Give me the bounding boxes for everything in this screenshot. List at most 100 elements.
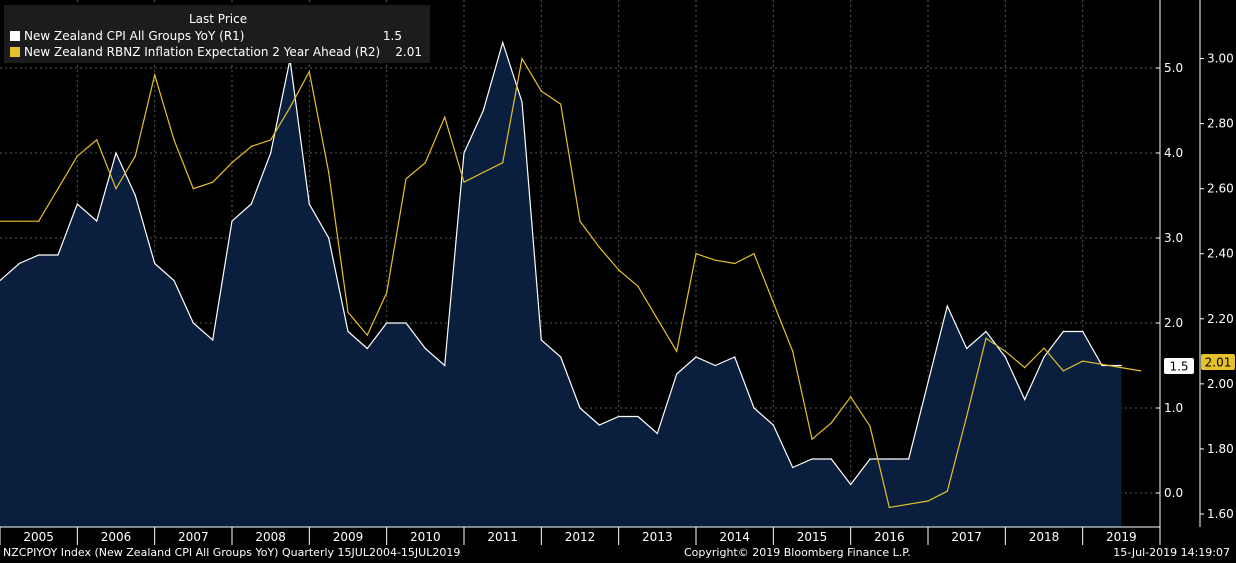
expectation-point — [695, 253, 697, 255]
cpi-point — [115, 152, 117, 154]
cpi-point — [830, 458, 832, 460]
expectation-point — [424, 162, 426, 164]
cpi-point — [231, 220, 233, 222]
r1-tick-label: 5.0 — [1164, 61, 1183, 75]
cpi-series — [0, 40, 1122, 527]
legend-title: Last Price — [189, 12, 248, 26]
x-tick-label: 2011 — [487, 530, 518, 544]
expectation-point — [76, 155, 78, 157]
cpi-point — [96, 220, 98, 222]
expectation-point — [676, 350, 678, 352]
expectation-point — [270, 139, 272, 141]
r1-tick-label: 2.0 — [1164, 316, 1183, 330]
x-tick-label: 2005 — [23, 530, 54, 544]
footer-copyright: Copyright© 2019 Bloomberg Finance L.P. — [684, 546, 911, 559]
expectation-point — [289, 106, 291, 108]
expectation-point — [540, 90, 542, 92]
cpi-point — [927, 381, 929, 384]
expectation-point — [985, 337, 987, 339]
r1-tick-label: 0.0 — [1164, 486, 1183, 500]
r2-tick-label: 2.60 — [1207, 182, 1234, 196]
x-tick-label: 2019 — [1106, 530, 1137, 544]
cpi-point — [676, 373, 678, 375]
cpi-point — [386, 322, 388, 324]
cpi-point — [0, 279, 1, 282]
expectation-point — [772, 301, 774, 304]
cpi-point — [908, 458, 910, 460]
x-tick-label: 2012 — [565, 530, 596, 544]
x-tick-label: 2013 — [642, 530, 673, 544]
x-tick-label: 2018 — [1029, 530, 1060, 544]
expectation-point — [154, 74, 156, 76]
expectation-point — [618, 269, 620, 271]
cpi-point — [656, 432, 658, 435]
r2-tick-label: 2.80 — [1207, 117, 1234, 131]
cpi-point — [405, 322, 407, 324]
expectation-point — [463, 181, 465, 183]
cpi-point — [250, 203, 252, 205]
r1-tick-label: 1.0 — [1164, 401, 1183, 415]
legend-label-cpi: New Zealand CPI All Groups YoY (R1) — [24, 29, 245, 43]
expectation-point — [1043, 347, 1045, 349]
cpi-point — [772, 424, 774, 426]
x-tick-label: 2014 — [719, 530, 750, 544]
cpi-point — [888, 458, 890, 460]
expectation-point — [1004, 350, 1006, 352]
legend-item-expectation: New Zealand RBNZ Inflation Expectation 2… — [10, 45, 380, 59]
r2-tick-label: 2.40 — [1207, 247, 1234, 261]
r1-axis: 0.0 1.0 2.0 3.0 4.0 5.0 — [1156, 0, 1183, 527]
expectation-point — [1120, 367, 1122, 369]
cpi-point — [714, 364, 716, 367]
expectation-point — [482, 171, 484, 173]
cpi-point — [134, 194, 136, 197]
expectation-point — [637, 285, 639, 287]
cpi-point — [18, 262, 20, 265]
expectation-point — [38, 220, 40, 222]
cpi-point — [850, 483, 852, 486]
cpi-point — [734, 356, 736, 358]
expectation-series — [0, 56, 1142, 509]
expectation-point — [753, 253, 755, 255]
expectation-point — [1140, 370, 1142, 372]
expectation-line — [0, 56, 1141, 509]
expectation-point — [173, 139, 175, 141]
x-tick-label: 2017 — [951, 530, 982, 544]
cpi-point — [560, 356, 562, 358]
expectation-point — [792, 350, 794, 352]
x-tick-label: 2008 — [255, 530, 286, 544]
expectation-last-tag: 2.01 — [1205, 356, 1232, 370]
cpi-point — [946, 305, 948, 307]
r2-tick-label: 2.20 — [1207, 312, 1234, 326]
expectation-last-tag-bg — [1201, 354, 1235, 370]
expectation-point — [1101, 363, 1103, 365]
x-tick-label: 2009 — [333, 530, 364, 544]
cpi-point — [444, 364, 446, 367]
r2-tick-label: 3.00 — [1207, 52, 1234, 66]
expectation-point — [888, 506, 890, 509]
expectation-point — [811, 438, 813, 440]
expectation-point — [96, 139, 98, 141]
cpi-point — [502, 41, 504, 44]
cpi-point — [347, 330, 349, 333]
cpi-point — [173, 279, 175, 282]
expectation-point — [579, 220, 581, 222]
r2-tick-label: 1.60 — [1207, 507, 1234, 521]
cpi-point — [38, 254, 40, 256]
cpi-point — [966, 347, 968, 350]
r1-tick-label: 3.0 — [1164, 231, 1183, 245]
cpi-point — [270, 152, 272, 154]
x-tick-label: 2016 — [874, 530, 905, 544]
expectation-point — [134, 155, 136, 157]
cpi-last-tag-bg — [1164, 358, 1194, 374]
r2-axis: 1.60 1.80 2.00 2.20 2.40 2.60 2.80 3.00 — [1199, 0, 1234, 527]
footer-ticker: NZCPIYOY Index (New Zealand CPI All Grou… — [3, 546, 461, 559]
cpi-point — [366, 347, 368, 350]
expectation-point — [927, 500, 929, 502]
cpi-last-tag: 1.5 — [1169, 360, 1188, 374]
expectation-point — [386, 292, 388, 294]
cpi-point — [540, 339, 542, 341]
cpi-point — [792, 466, 794, 469]
expectation-point — [560, 103, 562, 105]
cpi-point — [76, 203, 78, 205]
